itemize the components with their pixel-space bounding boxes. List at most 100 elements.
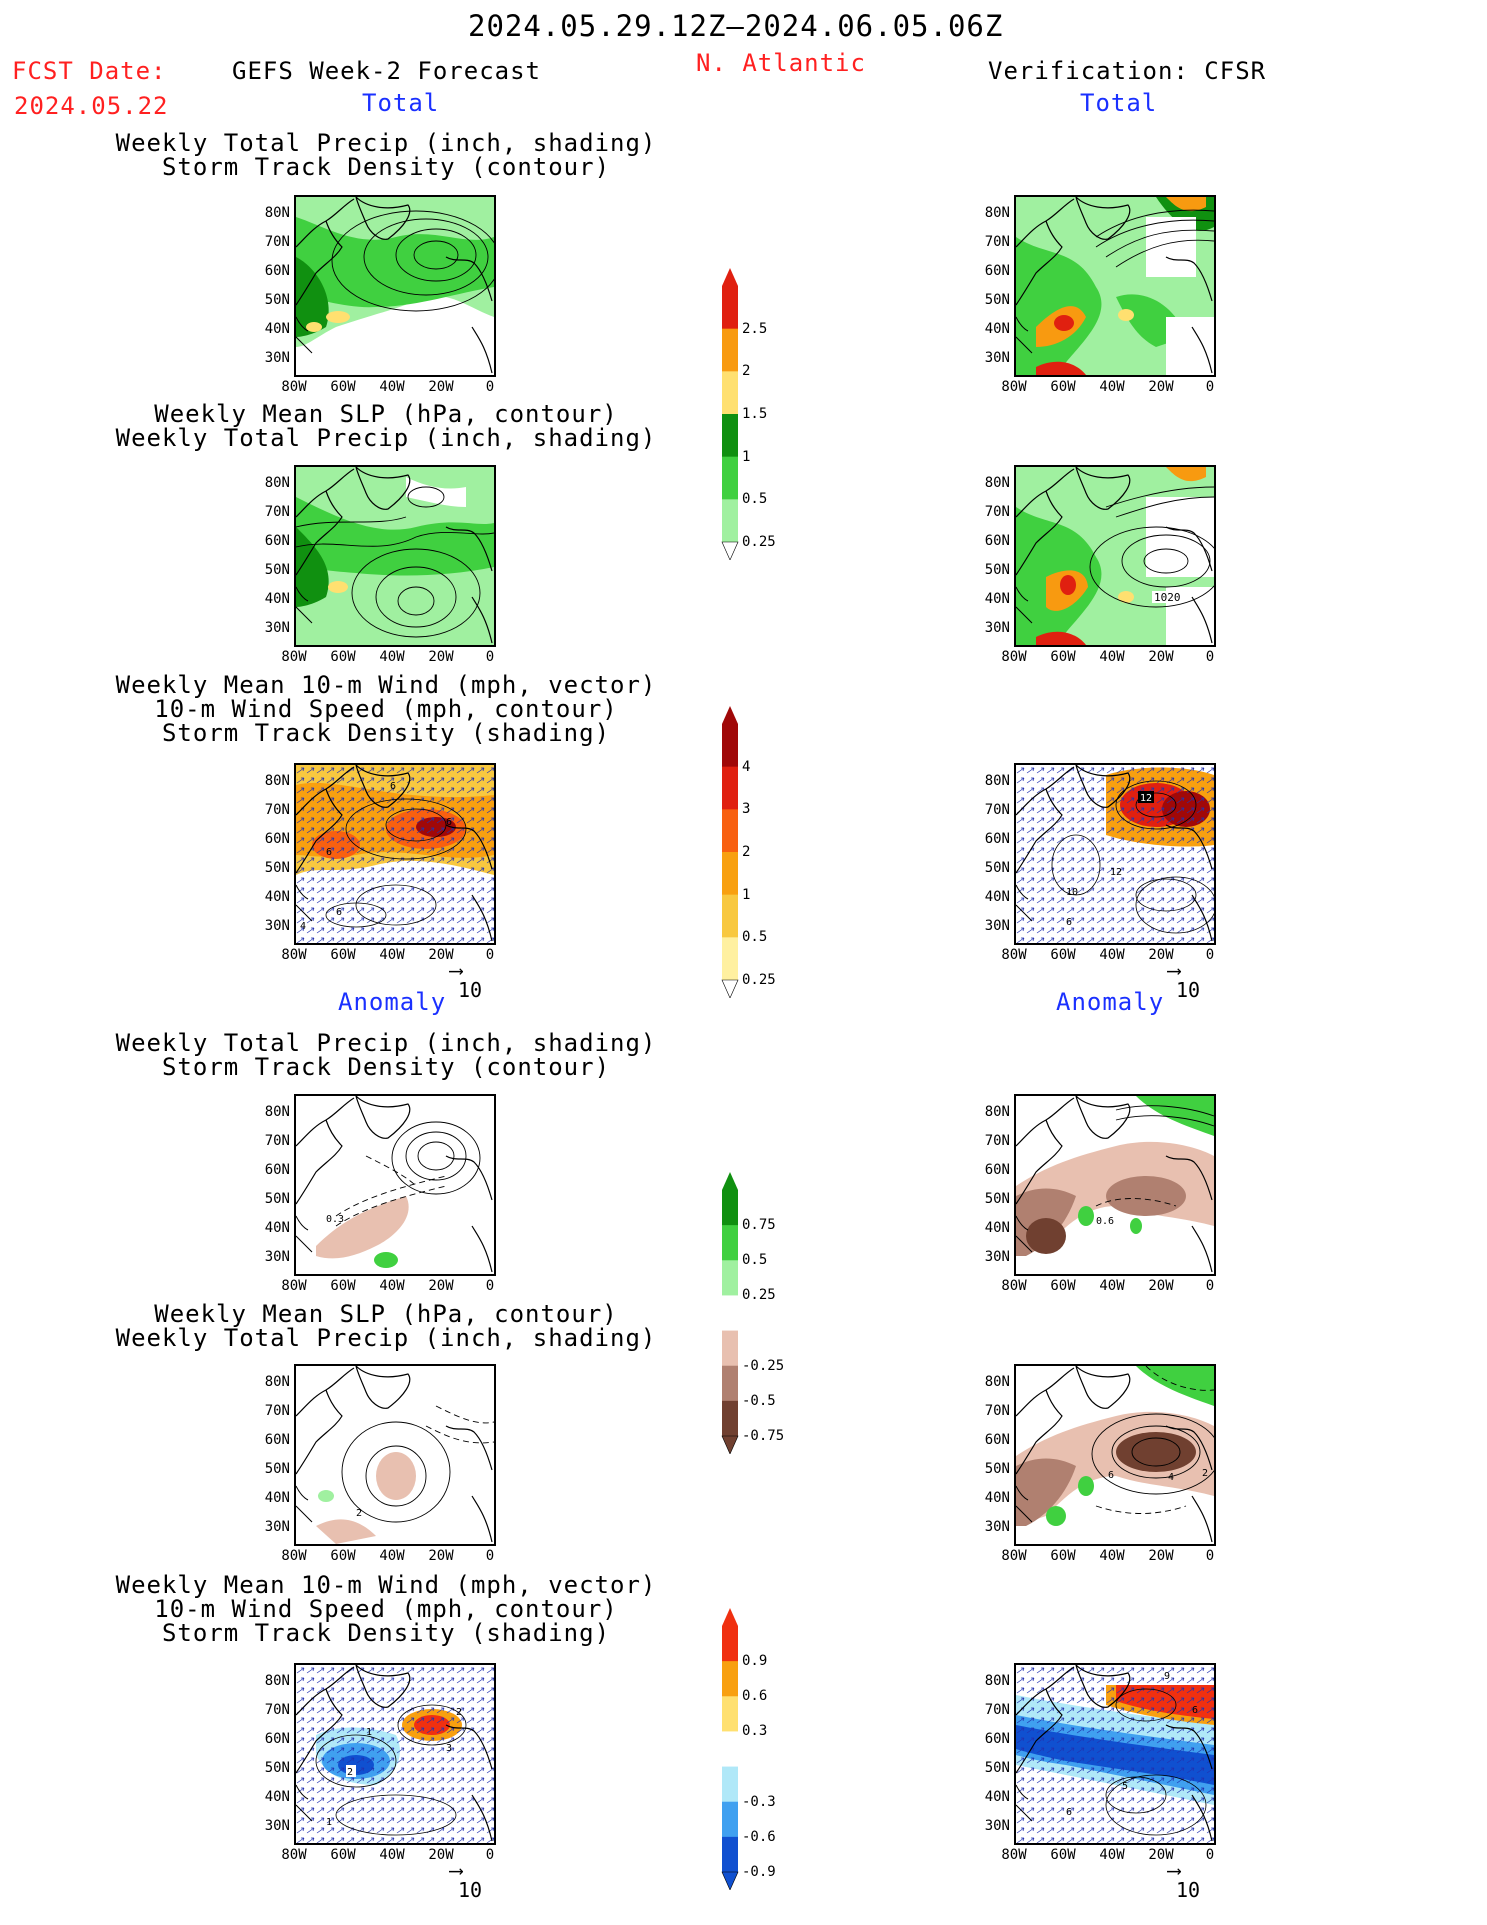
latitude-tick-label: 30N <box>264 918 290 934</box>
latitude-tick-label: 60N <box>984 533 1010 549</box>
colorbar-tick-label: 1.5 <box>742 406 768 422</box>
longitude-tick-label: 0 <box>1205 1548 1215 1564</box>
svg-text:2: 2 <box>1202 1468 1208 1479</box>
colorbar-end-triangle <box>722 1608 738 1626</box>
vector-reference-label: 10 <box>458 978 483 1002</box>
latitude-tick-label: 70N <box>264 1403 290 1419</box>
longitude-tick-label: 20W <box>428 649 454 665</box>
colorbar-end-triangle <box>722 268 738 286</box>
latitude-tick-label: 40N <box>984 1220 1010 1236</box>
colorbar-segment <box>722 1190 738 1226</box>
longitude-tick-label: 60W <box>330 649 356 665</box>
latitude-tick-label: 60N <box>264 533 290 549</box>
latitude-tick-label: 40N <box>984 1789 1010 1805</box>
latitude-tick-label: 80N <box>984 1104 1010 1120</box>
longitude-tick-label: 20W <box>428 1278 454 1294</box>
panel-title: Weekly Mean SLP (hPa, contour) Weekly Tot… <box>115 1300 657 1352</box>
colorbar-segment <box>722 414 738 458</box>
colorbar-end-triangle <box>721 541 739 560</box>
colorbar-end-triangle <box>722 706 738 724</box>
vector-reference-arrow: ⟶ <box>450 958 463 982</box>
latitude-tick-label: 60N <box>984 263 1010 279</box>
panel-title: Weekly Mean 10-m Wind (mph, vector) 10-m … <box>115 1571 657 1647</box>
colorbar-tick-label: -0.25 <box>742 1357 785 1374</box>
colorbar-tick-label: -0.3 <box>742 1793 776 1810</box>
latitude-tick-label: 40N <box>984 321 1010 337</box>
left-anomaly-label: Anomaly <box>338 988 447 1016</box>
longitude-tick-label: 20W <box>1148 379 1174 395</box>
svg-text:12: 12 <box>1110 867 1122 878</box>
svg-text:6: 6 <box>1066 917 1072 928</box>
longitude-tick-label: 0 <box>1205 1847 1215 1863</box>
fcst-date-value: 2024.05.22 <box>14 92 169 120</box>
longitude-tick-label: 60W <box>330 947 356 963</box>
colorbar-segment <box>722 371 738 415</box>
colorbar-segment <box>722 894 738 938</box>
longitude-tick-label: 20W <box>1148 947 1174 963</box>
latitude-tick-label: 30N <box>264 620 290 636</box>
longitude-tick-label: 0 <box>485 1847 495 1863</box>
longitude-tick-label: 60W <box>1050 649 1076 665</box>
svg-text:4: 4 <box>300 921 306 932</box>
colorbar-tick-label: 0.25 <box>742 534 776 550</box>
colorbar-segment <box>722 456 738 500</box>
longitude-tick-label: 80W <box>1001 947 1027 963</box>
right-anomaly-label: Anomaly <box>1056 988 1165 1016</box>
colorbar-tick-label: 0.3 <box>742 1723 768 1740</box>
latitude-tick-label: 40N <box>984 591 1010 607</box>
svg-text:2: 2 <box>356 1508 362 1519</box>
date-range-title: 2024.05.29.12Z–2024.06.05.06Z <box>468 9 1004 43</box>
longitude-tick-label: 80W <box>281 649 307 665</box>
svg-text:4: 4 <box>1168 1472 1174 1483</box>
latitude-tick-label: 70N <box>264 234 290 250</box>
colorbar-tick-label: 0.6 <box>742 1688 768 1705</box>
colorbar-tick-label: 2 <box>742 844 751 860</box>
map-panel-forecast-slp-precip <box>294 465 496 647</box>
latitude-tick-label: 60N <box>264 263 290 279</box>
colorbar-tick-label: -0.6 <box>742 1828 776 1845</box>
vector-reference-label: 10 <box>1176 978 1201 1002</box>
latitude-tick-label: 40N <box>264 591 290 607</box>
map-panel-verification-wind: 12 12 10 6 <box>1014 763 1216 945</box>
longitude-tick-label: 80W <box>1001 1548 1027 1564</box>
colorbar-tick-label: 0.5 <box>742 929 768 946</box>
latitude-tick-label: 30N <box>984 1818 1010 1834</box>
longitude-tick-label: 40W <box>379 1278 405 1294</box>
latitude-tick-label: 40N <box>264 1490 290 1506</box>
map-panel-forecast-precip-track <box>294 195 496 377</box>
longitude-tick-label: 0 <box>485 1548 495 1564</box>
colorbar-tick-label: -0.75 <box>742 1428 785 1444</box>
latitude-tick-label: 60N <box>264 831 290 847</box>
latitude-tick-label: 70N <box>984 234 1010 250</box>
colorbar-end-triangle <box>721 979 739 998</box>
latitude-tick-label: 60N <box>264 1731 290 1747</box>
colorbar-tick-label: 0.5 <box>742 1252 768 1269</box>
colorbar-tick-label: 1 <box>742 448 751 465</box>
longitude-tick-label: 80W <box>281 1847 307 1863</box>
longitude-tick-label: 60W <box>330 379 356 395</box>
svg-text:10: 10 <box>1066 887 1078 898</box>
contour-label: 1020 <box>1154 591 1181 604</box>
svg-text:6: 6 <box>1066 1807 1072 1818</box>
map-panel-verification-slp-anomaly: 6 4 2 <box>1014 1364 1216 1546</box>
latitude-tick-label: 70N <box>264 504 290 520</box>
longitude-tick-label: 80W <box>281 379 307 395</box>
latitude-tick-label: 50N <box>984 292 1010 308</box>
colorbar-segment <box>722 1400 738 1437</box>
longitude-tick-label: 40W <box>1099 947 1125 963</box>
right-column-title: Verification: CFSR <box>988 57 1267 85</box>
colorbar-segment <box>722 724 738 768</box>
longitude-tick-label: 40W <box>379 1548 405 1564</box>
colorbar-segment <box>722 1365 738 1402</box>
colorbar-segment <box>722 286 738 330</box>
colorbar-tick-label: 2.5 <box>742 320 768 337</box>
latitude-tick-label: 50N <box>984 1191 1010 1207</box>
longitude-tick-label: 40W <box>379 947 405 963</box>
svg-text:3: 3 <box>446 1743 452 1754</box>
longitude-tick-label: 40W <box>1099 379 1125 395</box>
longitude-tick-label: 60W <box>1050 1847 1076 1863</box>
latitude-tick-label: 80N <box>264 205 290 221</box>
latitude-tick-label: 30N <box>984 918 1010 934</box>
fcst-date-label: FCST Date: <box>12 57 167 85</box>
longitude-tick-label: 80W <box>1001 1278 1027 1294</box>
